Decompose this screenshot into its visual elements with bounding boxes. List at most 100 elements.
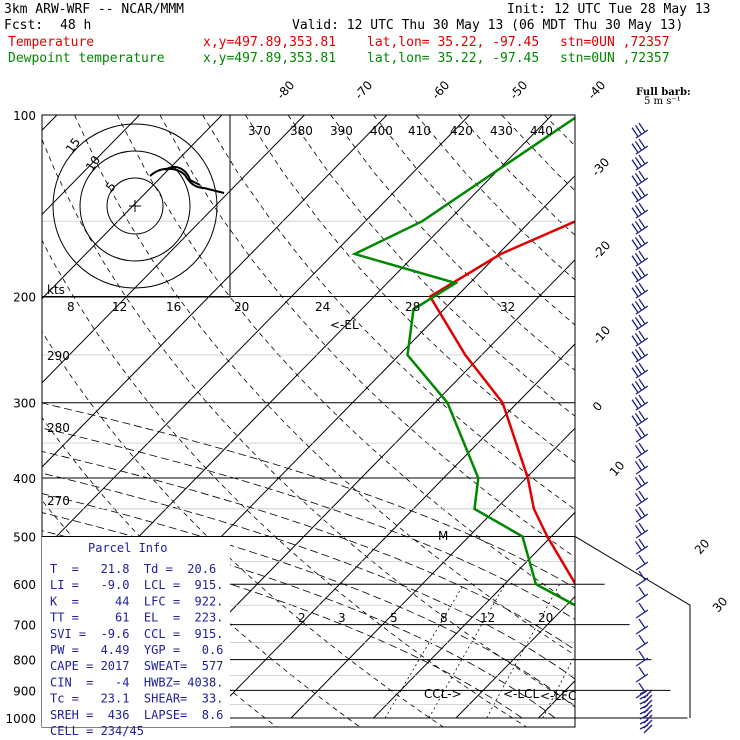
isentrope-label: 410	[408, 124, 431, 138]
wind-barb	[634, 458, 649, 475]
temperature-axis-label: -60	[429, 78, 453, 102]
temperature-station: stn=0UN ,72357	[560, 35, 670, 50]
isotherm-line	[208, 343, 575, 719]
wind-barb	[634, 506, 649, 523]
pressure-label: 100	[13, 109, 36, 123]
wind-barb	[631, 330, 649, 347]
isotherm-line	[704, 115, 740, 718]
level-annotation: <-LCL	[503, 687, 539, 701]
isotherm-line	[538, 680, 575, 719]
isotherm-line	[42, 115, 470, 552]
isotherm-line	[42, 115, 223, 300]
dry-adiabat	[501, 115, 575, 192]
plot-frame	[41, 114, 576, 728]
isentrope-label: 370	[248, 124, 271, 138]
wind-barb	[635, 634, 649, 651]
temperature-axis-label: -80	[274, 78, 298, 102]
parcel-info-row: SVI = -9.6 CCL = 915.	[50, 627, 223, 641]
barb-legend-units: 5 m s⁻¹	[644, 96, 681, 107]
barb-legend-title: Full barb:	[636, 87, 691, 98]
wind-barb	[634, 490, 649, 507]
wind-barb	[631, 202, 649, 219]
wind-barb	[639, 724, 653, 734]
isentrope-label: 440	[530, 124, 553, 138]
valid-time: Valid: 12 UTC Thu 30 May 13 (06 MDT Thu …	[292, 18, 684, 33]
parcel-info-row: CELL = 234/45	[50, 724, 144, 738]
forecast-label: Fcst:	[4, 18, 44, 33]
parcel-info-row: LI = -9.0 LCL = 915.	[50, 578, 223, 592]
dry-adiabat	[42, 239, 528, 727]
temperature-axis-label: -10	[590, 323, 614, 347]
mixing-ratio-line	[384, 583, 465, 719]
wind-barb	[635, 586, 649, 603]
hodograph-ring-label: 5	[103, 179, 119, 193]
wind-barb	[631, 250, 649, 267]
isentrope-label: 380	[290, 124, 313, 138]
level-annotation: CCL->	[424, 687, 462, 701]
dry-adiabat	[74, 115, 575, 656]
wind-barb	[631, 186, 649, 203]
dewpoint-latlon: lat,lon= 35.22, -97.45	[367, 51, 540, 66]
wind-barb	[631, 138, 649, 155]
wetbulb-scale-label: 8	[67, 300, 75, 314]
wind-barb	[631, 154, 649, 171]
wetbulb-scale-label: 28	[405, 300, 420, 314]
hodograph: 15 10 5 kts	[41, 114, 231, 298]
pressure-label: 400	[13, 472, 36, 486]
isentrope-label: 280	[47, 421, 70, 435]
temperature-axis-label: 10	[607, 458, 628, 479]
isotherm-line	[621, 115, 740, 718]
wind-barb	[631, 282, 649, 299]
mixing-ratio-label: 2	[298, 611, 306, 625]
wetbulb-scale-label: 24	[315, 300, 330, 314]
dry-adiabat	[587, 115, 740, 731]
mixing-ratio-line	[593, 584, 660, 718]
dry-adiabat	[458, 115, 575, 236]
hodograph-ring-label: 10	[83, 153, 103, 174]
skewt-grid	[42, 115, 740, 731]
wind-barb	[631, 410, 649, 427]
wind-barb	[631, 234, 649, 251]
dry-adiabat	[287, 115, 575, 417]
dry-adiabat	[116, 115, 575, 607]
hodograph-units: kts	[47, 283, 65, 297]
pressure-label: 700	[13, 619, 36, 633]
temperature-legend: Temperature	[8, 35, 95, 50]
pressure-label: 900	[13, 684, 36, 698]
isotherm-line	[455, 595, 575, 719]
isentrope-label: 430	[490, 124, 513, 138]
pressure-label: 600	[13, 578, 36, 592]
forecast-hours: 48 h	[60, 18, 92, 33]
mixing-ratio-label: 5	[390, 611, 398, 625]
wind-barb	[634, 474, 649, 491]
wind-barb	[634, 442, 649, 459]
sounding-traces	[351, 116, 575, 607]
wind-barb	[631, 122, 649, 139]
temperature-axis-label: 20	[692, 536, 713, 557]
pressure-label: 500	[13, 530, 36, 544]
isentrope-label: 270	[47, 494, 70, 508]
pressure-label: 800	[13, 654, 36, 668]
temperature-axis-label: 0	[590, 399, 606, 414]
dry-adiabat	[630, 115, 740, 731]
pressure-label: 1000	[5, 712, 36, 726]
temperature-trace	[428, 220, 575, 586]
parcel-info-row: CAPE = 2017 SWEAT= 577	[50, 659, 223, 673]
parcel-info-row: CIN = -4 HWBZ= 4038.	[50, 675, 223, 689]
wind-barb	[631, 378, 649, 395]
dry-adiabat	[373, 115, 575, 326]
temperature-latlon: lat,lon= 35.22, -97.45	[367, 35, 540, 50]
isentrope-label: 420	[450, 124, 473, 138]
parcel-info-row: PW = 4.49 YGP = 0.6	[50, 643, 223, 657]
wind-barb	[631, 314, 649, 331]
parcel-info-row: K = 44 LFC = 922.	[50, 594, 223, 608]
wind-barbs	[631, 122, 653, 734]
isentrope-label: 290	[47, 349, 70, 363]
skew-boundary	[574, 536, 691, 718]
init-time: Init: 12 UTC Tue 28 May 13	[507, 2, 711, 17]
moist-adiabat	[42, 402, 575, 589]
dewpoint-trace	[351, 116, 575, 607]
isotherm-line	[42, 115, 388, 468]
isotherm-line	[42, 115, 305, 384]
dry-adiabat	[330, 115, 575, 371]
